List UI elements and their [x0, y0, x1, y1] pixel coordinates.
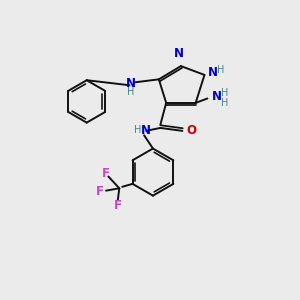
- Text: H: H: [221, 98, 228, 108]
- Text: F: F: [102, 167, 110, 180]
- Text: F: F: [96, 185, 104, 198]
- Text: H: H: [221, 88, 228, 98]
- Text: H: H: [134, 125, 141, 135]
- Text: N: N: [126, 77, 136, 90]
- Text: N: N: [208, 66, 218, 79]
- Text: N: N: [212, 91, 222, 103]
- Text: O: O: [186, 124, 196, 137]
- Text: H: H: [127, 87, 134, 97]
- Text: F: F: [114, 199, 122, 212]
- Text: N: N: [174, 46, 184, 60]
- Text: N: N: [141, 124, 151, 137]
- Text: H: H: [218, 65, 225, 76]
